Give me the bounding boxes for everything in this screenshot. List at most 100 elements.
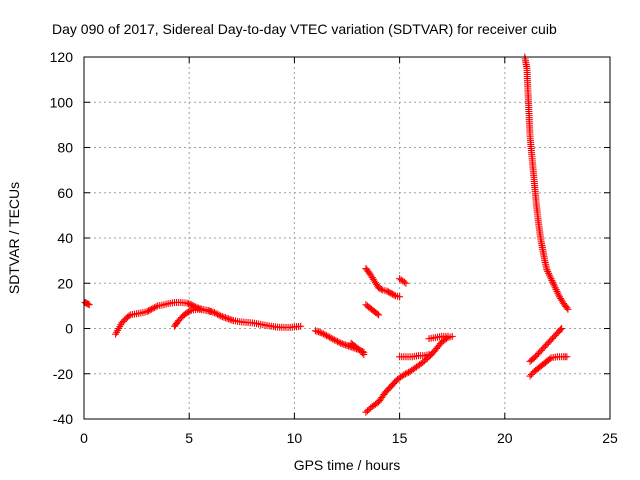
- data-point-marker: [226, 315, 234, 323]
- y-tick-label: -20: [53, 366, 73, 382]
- data-point-marker: [150, 304, 158, 312]
- data-point-marker: [327, 334, 335, 342]
- data-point-marker: [373, 310, 381, 318]
- data-point-marker: [319, 330, 327, 338]
- data-point-marker: [186, 307, 194, 315]
- data-point-marker: [125, 312, 133, 320]
- data-point-marker: [403, 369, 411, 377]
- series-seg10: [396, 351, 433, 361]
- x-axis-title: GPS time / hours: [294, 457, 401, 473]
- y-tick-label: 40: [57, 230, 73, 246]
- grid: [84, 57, 610, 419]
- data-point-marker: [546, 355, 554, 363]
- data-point-marker: [221, 314, 229, 322]
- data-point-marker: [444, 332, 452, 340]
- data-point-marker: [401, 370, 409, 378]
- data-point-marker: [316, 328, 324, 336]
- data-point-marker: [340, 340, 348, 348]
- data-point-marker: [332, 337, 340, 345]
- data-point-marker: [377, 285, 385, 293]
- series-seg9: [362, 332, 456, 416]
- data-point-marker: [85, 301, 93, 309]
- data-point-marker: [206, 308, 214, 316]
- data-point-marker: [146, 306, 154, 314]
- series-seg14: [526, 353, 571, 380]
- data-point-marker: [210, 309, 218, 317]
- data-point-marker: [214, 310, 222, 318]
- y-tick-label: 100: [50, 94, 74, 110]
- data-point-marker: [195, 304, 203, 312]
- data-point-marker: [322, 332, 330, 340]
- data-point-marker: [360, 351, 368, 359]
- data-point-marker: [217, 312, 225, 320]
- data-point-marker: [215, 311, 223, 319]
- x-tick-label: 20: [497, 430, 513, 446]
- y-tick-label: -40: [53, 411, 73, 427]
- data-point-marker: [563, 353, 571, 361]
- data-point-marker: [220, 313, 228, 321]
- data-point-marker: [225, 315, 233, 323]
- data-point-marker: [402, 279, 410, 287]
- data-point-marker: [152, 303, 160, 311]
- data-point-marker: [297, 322, 305, 330]
- data-point-marker: [330, 336, 338, 344]
- data-point-marker: [329, 335, 337, 343]
- y-tick-label: 60: [57, 185, 73, 201]
- series-seg8: [396, 275, 410, 287]
- data-point-marker: [218, 313, 226, 321]
- data-point-marker: [425, 351, 433, 359]
- y-tick-label: 20: [57, 275, 73, 291]
- series-seg5: [347, 339, 368, 359]
- x-tick-label: 25: [602, 430, 618, 446]
- data-point-marker: [564, 305, 572, 313]
- data-point-marker: [343, 341, 351, 349]
- chart-title: Day 090 of 2017, Sidereal Day-to-day VTE…: [52, 21, 557, 37]
- data-point-marker: [334, 338, 342, 346]
- data-point-marker: [557, 326, 565, 334]
- data-point-marker: [400, 371, 408, 379]
- data-point-marker: [147, 305, 155, 313]
- data-point-marker: [558, 325, 566, 332]
- x-tick-label: 0: [80, 430, 88, 446]
- data-point-marker: [326, 333, 334, 341]
- y-tick-label: 80: [57, 140, 73, 156]
- series-seg3: [170, 305, 214, 330]
- data-point-marker: [318, 329, 326, 337]
- data-point-marker: [84, 300, 92, 308]
- data-point-marker: [190, 302, 198, 310]
- series-seg12: [521, 53, 572, 313]
- data-point-marker: [337, 339, 345, 347]
- data-point-marker: [338, 340, 346, 348]
- series-seg2: [112, 298, 305, 338]
- data-point-marker: [212, 310, 220, 318]
- data-point-marker: [324, 332, 332, 340]
- data-point-marker: [315, 328, 323, 336]
- data-point-marker: [313, 327, 321, 335]
- data-point-marker: [375, 311, 383, 319]
- axis-ticks: 0 5 10 15 20 25 -40 -20 0 20 40 60 80 100 120: [50, 49, 618, 446]
- data-point-marker: [341, 341, 349, 349]
- x-tick-label: 10: [287, 430, 303, 446]
- data-point-marker: [321, 331, 329, 339]
- y-tick-label: 0: [65, 321, 73, 337]
- data-point-marker: [396, 293, 404, 301]
- y-axis-title: SDTVAR / TECUs: [6, 182, 22, 294]
- data-point-marker: [311, 327, 319, 335]
- series-seg7: [362, 301, 383, 319]
- data-point-marker: [223, 314, 231, 322]
- data-point-marker: [390, 291, 398, 299]
- data-point-marker: [335, 338, 343, 346]
- data-point-marker: [149, 304, 157, 312]
- data-point-marker: [400, 278, 408, 286]
- x-tick-label: 5: [185, 430, 193, 446]
- series-seg11: [425, 332, 452, 343]
- series-seg6: [362, 265, 404, 301]
- data-point-marker: [228, 316, 236, 324]
- x-tick-label: 15: [392, 430, 408, 446]
- data-series: [81, 53, 572, 416]
- series-seg13: [526, 325, 566, 365]
- y-tick-label: 120: [50, 49, 74, 65]
- data-point-marker: [563, 304, 571, 312]
